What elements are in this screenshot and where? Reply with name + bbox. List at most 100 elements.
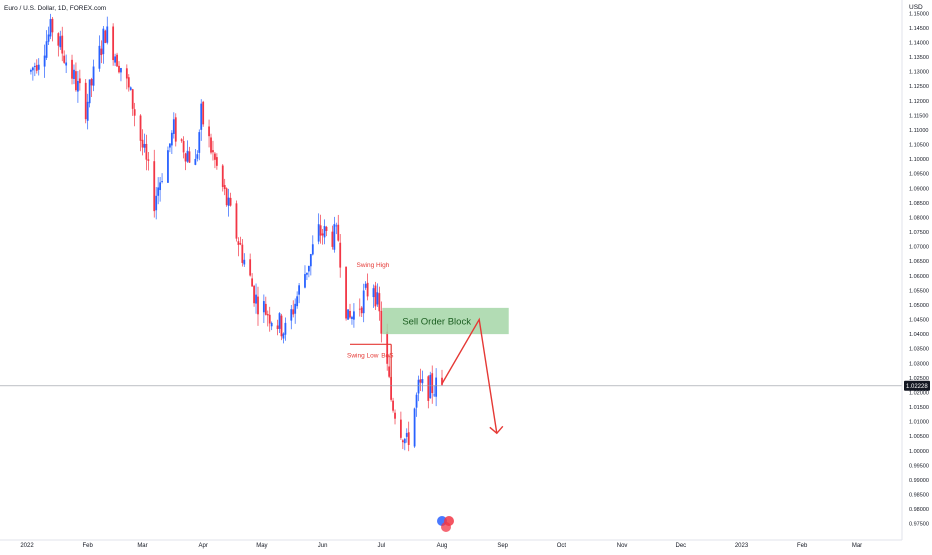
candle-body	[306, 272, 308, 275]
candle-body	[114, 56, 116, 63]
candle-body	[431, 373, 434, 394]
candle-body	[268, 314, 271, 324]
candle-body	[304, 274, 306, 288]
price-tick-label: 1.13500	[909, 55, 929, 61]
candle-body	[317, 224, 320, 242]
candle-body	[116, 54, 118, 67]
candle-body	[353, 311, 355, 320]
candle-body	[208, 126, 210, 137]
candle-body	[257, 296, 259, 315]
candle-body	[311, 244, 314, 255]
candle-body	[51, 18, 54, 33]
price-tick-label: 1.14500	[909, 26, 929, 32]
candle-body	[380, 310, 383, 334]
time-tick-label: Mar	[852, 543, 862, 549]
candle-body	[118, 65, 120, 73]
candle-body	[227, 197, 230, 206]
candle-body	[139, 115, 142, 141]
time-tick-label: Dec	[675, 543, 686, 549]
candle-body	[372, 288, 375, 298]
candle-body	[223, 185, 226, 189]
candle-body	[31, 67, 34, 71]
candle-body	[386, 331, 389, 364]
time-tick-label: Oct	[557, 543, 567, 549]
candle-body	[358, 308, 361, 310]
candle-body	[155, 195, 158, 211]
candle-body	[186, 150, 189, 162]
candle-body	[249, 259, 252, 276]
candle-body	[157, 187, 160, 196]
swing-low-label: Swing Low	[347, 352, 379, 359]
candle-body	[337, 224, 340, 241]
order-block-label: Sell Order Block	[402, 317, 471, 328]
candle-body	[200, 103, 203, 130]
projection-arrowhead	[489, 425, 504, 435]
candle-body	[376, 292, 379, 305]
candle-body	[333, 224, 336, 250]
candle-body	[282, 333, 285, 339]
candle-body	[120, 68, 122, 73]
candle-body	[349, 310, 351, 318]
price-tick-label: 1.06000	[909, 274, 929, 280]
time-tick-label: Aug	[437, 543, 448, 549]
annotations-layer: Sell Order Block Swing Low BoS Swing High	[0, 262, 902, 435]
price-tick-label: 0.98000	[909, 507, 929, 513]
candle-body	[366, 282, 369, 297]
time-tick-label: Feb	[797, 543, 808, 549]
candle-body	[388, 366, 391, 377]
candle-body	[339, 242, 342, 268]
candle-body	[33, 66, 36, 67]
price-tick-label: 1.11500	[909, 113, 928, 119]
candle-body	[129, 87, 132, 90]
time-tick-label: Jun	[318, 543, 328, 549]
candle-body	[235, 203, 238, 239]
candle-body	[106, 26, 109, 43]
price-tick-label: 1.02500	[909, 376, 929, 382]
candle-body	[403, 438, 406, 444]
order-block-zone	[382, 307, 509, 335]
candle-body	[225, 188, 228, 206]
candle-body	[30, 70, 32, 72]
candle-body	[76, 80, 79, 92]
time-tick-label: May	[256, 543, 267, 549]
candle-body	[292, 309, 295, 315]
candle-body	[347, 309, 349, 320]
candle-body	[198, 132, 201, 153]
candle-body	[145, 143, 148, 160]
candle-body	[266, 314, 269, 316]
candle-body	[59, 36, 62, 48]
candle-body	[210, 137, 212, 153]
candle-body	[214, 153, 216, 160]
price-tick-label: 1.15000	[909, 11, 929, 17]
candle-body	[35, 65, 38, 71]
price-tick-label: 1.05000	[909, 303, 929, 309]
candle-body	[92, 66, 95, 86]
price-tick-label: 1.01500	[909, 405, 929, 411]
candle-body	[159, 182, 162, 191]
candle-body	[100, 48, 103, 56]
candle-body	[331, 231, 334, 247]
candle-body	[390, 376, 393, 400]
candle-body	[427, 376, 430, 401]
candle-body	[202, 101, 205, 125]
candle-body	[75, 71, 77, 91]
price-tick-label: 1.06500	[909, 259, 929, 265]
price-tick-label: 1.10500	[909, 143, 929, 149]
candle-body	[188, 151, 191, 163]
swing-high-label: Swing High	[356, 262, 389, 269]
time-tick-label: Nov	[617, 543, 628, 549]
time-tick-label: Apr	[199, 543, 208, 549]
candle-body	[255, 294, 257, 304]
candle-body	[270, 322, 273, 327]
candle-body	[49, 19, 52, 37]
price-axis[interactable]: 1.15000 1.14500 1.14000 1.13500 1.13000 1.125…	[904, 11, 930, 528]
time-axis[interactable]: 2022 Feb Mar Apr May Jun Jul Aug Sep Oct Nov Dec 202…	[20, 543, 862, 549]
price-tick-label: 1.13000	[909, 70, 929, 76]
candle-body	[276, 325, 279, 330]
time-tick-label: 2022	[20, 543, 34, 549]
price-tick-label: 1.09000	[909, 186, 929, 192]
candle-body	[319, 225, 322, 236]
